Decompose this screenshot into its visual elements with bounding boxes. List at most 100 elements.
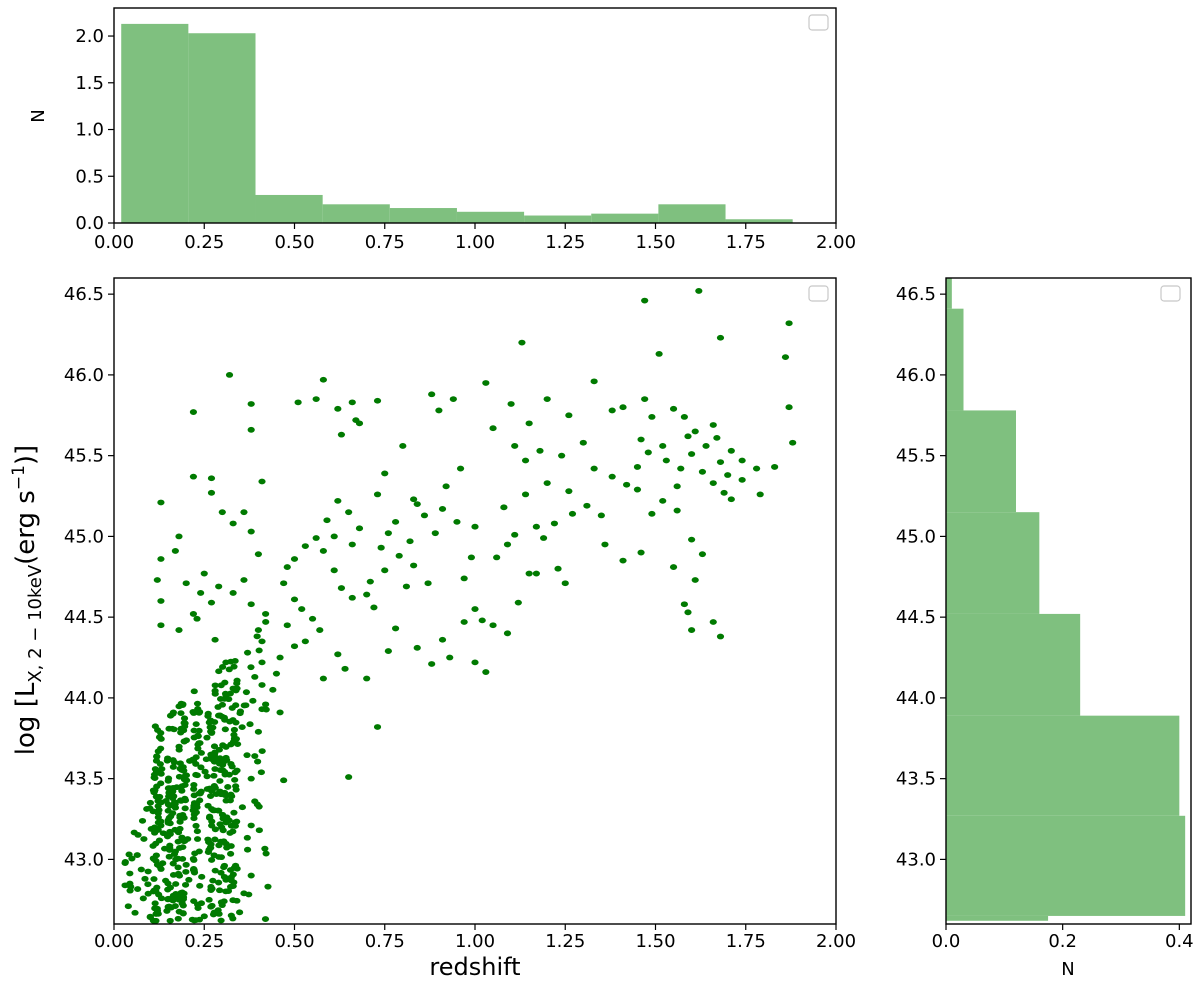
scatter-point bbox=[633, 464, 642, 470]
scatter-point bbox=[283, 622, 291, 629]
scatter-point bbox=[203, 773, 211, 780]
scatter-plot: 0.00 0.25 0.50 0.75 1.00 1.25 1.50 1.75 2.00 43.… bbox=[9, 277, 856, 981]
scatter-point bbox=[233, 677, 241, 684]
top-histogram-bars bbox=[121, 23, 793, 224]
top-legend-box bbox=[808, 14, 829, 31]
right-histogram-bar bbox=[946, 278, 952, 309]
scatter-point bbox=[151, 900, 159, 907]
scatter-point bbox=[194, 901, 202, 908]
scatter-point bbox=[435, 407, 443, 414]
scatter-point bbox=[211, 636, 219, 643]
scatter-point bbox=[159, 860, 167, 867]
scatter-point bbox=[240, 577, 248, 583]
right-histogram-bar bbox=[946, 308, 964, 411]
scatter-point bbox=[261, 916, 270, 922]
scatter-point bbox=[217, 917, 225, 924]
scatter-point bbox=[174, 838, 182, 845]
scatter-point bbox=[738, 457, 746, 464]
scatter-point bbox=[680, 413, 688, 420]
scatter-point bbox=[197, 764, 205, 771]
scatter-point bbox=[126, 887, 134, 894]
scatter-point bbox=[648, 510, 656, 517]
scatter-point bbox=[154, 810, 162, 817]
scatter-point bbox=[680, 601, 688, 608]
scatter-point bbox=[345, 774, 353, 780]
scatter-point bbox=[174, 915, 182, 922]
x-tick-label: 2.00 bbox=[816, 232, 856, 253]
scatter-point bbox=[174, 864, 182, 871]
scatter-point bbox=[330, 567, 338, 574]
scatter-point bbox=[294, 399, 302, 406]
scatter-point bbox=[164, 807, 172, 814]
scatter-point bbox=[298, 606, 306, 612]
scatter-point bbox=[410, 562, 418, 569]
scatter-point bbox=[337, 585, 346, 591]
scatter-point bbox=[363, 675, 371, 682]
scatter-point bbox=[157, 598, 165, 604]
scatter-point bbox=[198, 873, 206, 880]
scatter-point bbox=[169, 871, 178, 878]
scatter-point bbox=[272, 670, 281, 677]
y-label-paren: (erg s bbox=[11, 490, 41, 565]
scatter-point bbox=[219, 767, 227, 774]
scatter-point bbox=[193, 772, 201, 779]
x-tick-label: 0.2 bbox=[1048, 931, 1077, 952]
scatter-point bbox=[222, 797, 230, 804]
scatter-point bbox=[205, 896, 213, 903]
top-y-axis-label: N bbox=[28, 109, 49, 122]
scatter-point bbox=[213, 755, 221, 762]
scatter-point bbox=[205, 846, 213, 853]
scatter-point bbox=[467, 554, 475, 561]
scatter-point bbox=[214, 704, 222, 710]
scatter-point bbox=[413, 644, 421, 651]
scatter-point bbox=[637, 549, 645, 556]
scatter-point bbox=[157, 499, 165, 506]
scatter-point bbox=[460, 619, 468, 625]
x-tick-label: 1.75 bbox=[726, 931, 766, 952]
scatter-point bbox=[264, 883, 272, 890]
y-axis-label: log [LX, 2 − 10keV(erg s−1)] bbox=[9, 445, 46, 755]
scatter-point bbox=[224, 784, 232, 790]
scatter-point bbox=[608, 473, 616, 480]
scatter-point bbox=[561, 580, 569, 587]
scatter-point bbox=[209, 877, 217, 884]
scatter-point bbox=[179, 844, 187, 851]
scatter-point bbox=[204, 836, 212, 843]
scatter-point bbox=[210, 743, 219, 750]
y-tick-label: 45.5 bbox=[896, 446, 936, 467]
scatter-point bbox=[247, 664, 255, 671]
scatter-point bbox=[207, 489, 216, 496]
scatter-point bbox=[590, 378, 598, 385]
scatter-point bbox=[373, 491, 382, 498]
scatter-point bbox=[251, 674, 259, 680]
scatter-point bbox=[623, 481, 631, 488]
scatter-point bbox=[211, 766, 219, 772]
scatter-point bbox=[189, 611, 198, 617]
scatter-point bbox=[217, 696, 225, 702]
scatter-point bbox=[507, 401, 515, 407]
scatter-point bbox=[370, 604, 378, 611]
scatter-point bbox=[144, 881, 152, 888]
scatter-point bbox=[236, 909, 244, 916]
scatter-point bbox=[179, 812, 187, 818]
scatter-point bbox=[175, 533, 183, 540]
scatter-point bbox=[345, 509, 353, 516]
scatter-point bbox=[221, 690, 230, 697]
top-histogram-bar bbox=[121, 23, 189, 224]
scatter-point bbox=[195, 740, 203, 747]
scatter-point bbox=[138, 817, 147, 824]
scatter-point bbox=[177, 797, 185, 804]
scatter-point bbox=[208, 818, 216, 825]
scatter-point bbox=[221, 792, 229, 798]
scatter-point bbox=[716, 459, 725, 466]
scatter-point bbox=[781, 354, 790, 361]
scatter-point bbox=[215, 746, 223, 753]
scatter-point bbox=[410, 496, 418, 503]
scatter-point bbox=[195, 848, 203, 855]
scatter-point bbox=[225, 372, 234, 378]
scatter-point bbox=[258, 682, 266, 688]
top-y-ticks: 0.0 0.5 1.0 1.5 2.0 bbox=[75, 26, 114, 234]
scatter-point bbox=[511, 531, 519, 538]
y-tick-label: 0.0 bbox=[75, 213, 104, 234]
scatter-point bbox=[226, 830, 234, 836]
